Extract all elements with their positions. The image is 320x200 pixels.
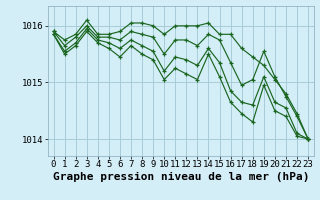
X-axis label: Graphe pression niveau de la mer (hPa): Graphe pression niveau de la mer (hPa) (52, 172, 309, 182)
